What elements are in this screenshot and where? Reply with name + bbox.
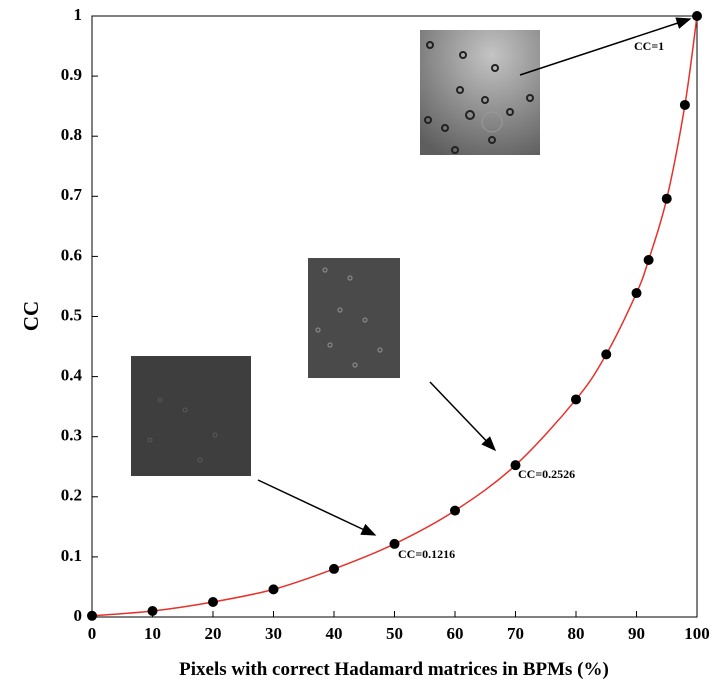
- data-point: [601, 349, 612, 360]
- data-point: [208, 596, 218, 607]
- data-point: [389, 538, 400, 549]
- arrow: [429, 381, 497, 452]
- data-point: [679, 99, 690, 110]
- inset-image: [308, 258, 400, 378]
- y-tick-label: 0.5: [61, 305, 82, 324]
- x-tick-label: 40: [326, 624, 343, 643]
- y-tick-label: 0.9: [61, 65, 82, 84]
- data-point: [87, 610, 97, 621]
- y-tick-label: 0.2: [61, 486, 82, 505]
- x-tick-label: 80: [568, 624, 585, 643]
- inset-image: [131, 356, 251, 476]
- data-point: [268, 584, 279, 595]
- y-tick-label: 0.1: [61, 546, 82, 565]
- x-tick-label: 100: [684, 624, 710, 643]
- data-point: [692, 11, 702, 21]
- data-point: [661, 193, 672, 204]
- x-tick-label: 60: [447, 624, 464, 643]
- annotation: CC=0.2526: [518, 467, 575, 481]
- y-tick-label: 0.8: [61, 125, 82, 144]
- y-tick-label: 0: [74, 606, 83, 625]
- x-tick-label: 90: [628, 624, 645, 643]
- y-tick-label: 0.3: [61, 426, 82, 445]
- y-tick-label: 0.7: [61, 185, 83, 204]
- x-tick-label: 70: [507, 624, 524, 643]
- arrow: [519, 17, 692, 76]
- plot-area: 00.10.20.30.40.50.60.70.80.910 10 20 30 40 50…: [61, 5, 710, 643]
- x-tick-label: 20: [205, 624, 222, 643]
- data-point: [571, 394, 581, 405]
- x-tick-label: 50: [386, 624, 403, 643]
- data-point: [643, 255, 654, 266]
- data-point: [329, 563, 339, 574]
- annotation: CC=1: [634, 39, 664, 53]
- y-tick-label: 0.4: [61, 366, 83, 385]
- data-point: [631, 288, 642, 299]
- y-tick-label: 1: [74, 5, 83, 24]
- x-tick-label: 10: [144, 624, 161, 643]
- data-point: [450, 505, 460, 516]
- y-axis-label: CC: [19, 301, 43, 331]
- x-tick-label: 0: [88, 624, 97, 643]
- x-tick-label: 30: [265, 624, 282, 643]
- data-point: [510, 460, 521, 471]
- arrow: [257, 479, 377, 536]
- y-tick-label: 0.6: [61, 245, 82, 264]
- x-axis-label: Pixels with correct Hadamard matrices in…: [179, 659, 609, 680]
- annotation: CC=0.1216: [398, 547, 455, 561]
- data-point: [147, 605, 158, 616]
- inset-image: [420, 30, 540, 155]
